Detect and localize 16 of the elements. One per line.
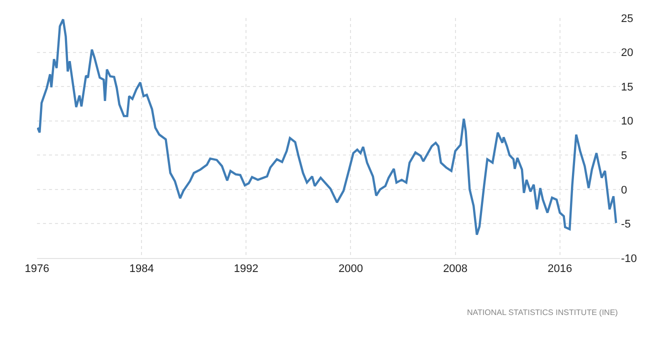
x-tick-label: 1992 <box>234 263 258 276</box>
x-tick-label: 2000 <box>338 263 363 276</box>
y-tick-label: 15 <box>621 81 634 94</box>
y-tick-label: 5 <box>621 150 628 162</box>
y-tick-label: -5 <box>621 218 631 231</box>
y-tick-label: 10 <box>621 116 634 128</box>
x-tick-label: 1984 <box>129 263 154 276</box>
x-tick-label: 1976 <box>24 263 50 276</box>
x-tick-label: 2008 <box>443 263 468 276</box>
y-tick-label: 0 <box>621 184 628 196</box>
text: NATIONAL STATISTICS INSTITUTE (INE) <box>467 308 618 317</box>
y-tick-label: 20 <box>621 47 634 60</box>
y-tick-label: 25 <box>621 12 634 25</box>
y-tick-label: -10 <box>621 252 637 265</box>
line-series <box>37 18 618 236</box>
x-tick-label: 2016 <box>548 263 572 276</box>
